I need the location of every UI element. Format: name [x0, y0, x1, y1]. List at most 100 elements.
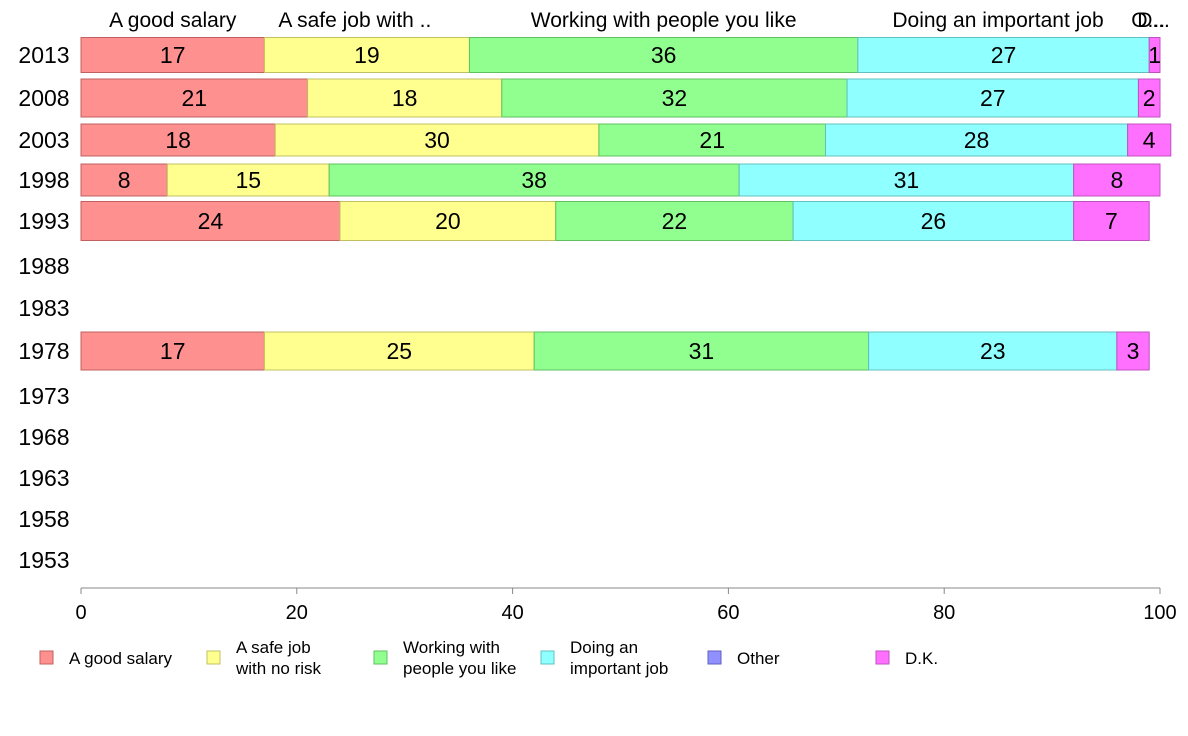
bar-value-label: 31 — [894, 167, 920, 193]
legend-label-line: A safe job — [236, 638, 311, 657]
bar-value-label: 21 — [181, 85, 207, 111]
bar-value-label: 38 — [521, 167, 547, 193]
x-tick-label: 40 — [501, 602, 523, 624]
bar-value-label: 17 — [160, 338, 186, 364]
x-tick-label: 100 — [1143, 602, 1176, 624]
y-tick-label: 1993 — [18, 208, 69, 234]
legend-label: Working with people you like — [403, 638, 516, 678]
bar-value-label: 31 — [689, 338, 715, 364]
legend: A good salary A safe job with no risk Worki… — [39, 638, 938, 678]
legend-swatch — [540, 650, 555, 665]
legend-swatch — [875, 650, 890, 665]
legend-label-line: people you like — [403, 659, 516, 678]
bar-segment — [598, 123, 827, 157]
bar-value-label: 15 — [235, 167, 261, 193]
x-axis: 0 20 40 60 80 100 — [75, 587, 1177, 624]
legend-label-line: Working with — [403, 638, 500, 657]
bar-segment — [328, 163, 740, 197]
bar-segment — [339, 201, 557, 241]
y-axis-labels: 2013 2008 2003 1998 1993 1988 1983 1978 1973 1968… — [18, 42, 69, 573]
legend-swatch — [206, 650, 221, 665]
y-tick-label: 1958 — [18, 506, 69, 532]
x-tick-label: 0 — [75, 602, 86, 624]
bar-value-label: 24 — [198, 208, 224, 234]
series-top-label: D... — [1137, 9, 1170, 32]
bar-segment — [263, 331, 535, 371]
bar-segment — [846, 78, 1139, 118]
bar-segment — [274, 123, 600, 157]
y-tick-label: 1963 — [18, 465, 69, 491]
series-top-label: O... — [1131, 9, 1165, 32]
y-tick-label: 1973 — [18, 383, 69, 409]
bar-value-label: 19 — [354, 42, 380, 68]
bar-segment — [555, 201, 794, 241]
bar-value-label: 25 — [387, 338, 413, 364]
y-tick-label: 2013 — [18, 42, 69, 68]
legend-label: D.K. — [905, 649, 938, 668]
bar-segment — [1148, 37, 1161, 73]
bar-value-label: 1 — [1148, 42, 1161, 68]
bar-value-label: 27 — [980, 85, 1006, 111]
bar-segment — [263, 37, 470, 73]
y-tick-label: 1953 — [18, 547, 69, 573]
legend-label: A good salary — [69, 649, 173, 668]
legend-label-line: with no risk — [235, 659, 322, 678]
bar-value-label: 30 — [424, 127, 450, 153]
series-top-label: A good salary — [109, 9, 237, 32]
bar-segment — [1137, 78, 1161, 118]
bar-value-label: 4 — [1143, 127, 1156, 153]
x-tick-label: 60 — [717, 602, 739, 624]
bar-value-label: 36 — [651, 42, 677, 68]
bar-segment — [80, 123, 276, 157]
bars: 17 19 36 27 121 18 32 27 218 30 21 28 48 15 38 31 824 20 2… — [80, 37, 1172, 371]
bar-value-label: 28 — [964, 127, 990, 153]
bar-value-label: 18 — [392, 85, 418, 111]
series-top-label: Working with people you like — [531, 9, 797, 32]
bar-value-label: 18 — [165, 127, 191, 153]
bar-segment — [792, 201, 1075, 241]
series-top-label: A safe job with .. — [278, 9, 431, 32]
bar-segment — [1116, 331, 1150, 371]
bar-value-label: 21 — [699, 127, 725, 153]
legend-label-line: Doing an — [570, 638, 638, 657]
y-tick-label: 1983 — [18, 295, 69, 321]
y-tick-label: 1968 — [18, 424, 69, 450]
bar-value-label: 2 — [1143, 85, 1156, 111]
bar-segment — [307, 78, 503, 118]
legend-swatch — [39, 650, 54, 665]
bar-segment — [501, 78, 848, 118]
legend-label: A safe job with no risk — [235, 638, 322, 678]
x-tick-label: 80 — [933, 602, 955, 624]
bar-value-label: 8 — [1110, 167, 1123, 193]
legend-swatch — [373, 650, 388, 665]
legend-swatch — [707, 650, 722, 665]
bar-value-label: 22 — [662, 208, 688, 234]
y-tick-label: 2008 — [18, 85, 69, 111]
bar-segment — [1073, 163, 1161, 197]
bar-value-label: 26 — [921, 208, 947, 234]
bar-segment — [166, 163, 330, 197]
bar-value-label: 3 — [1127, 338, 1140, 364]
bar-segment — [1127, 123, 1172, 157]
x-tick-label: 20 — [286, 602, 308, 624]
y-tick-label: 1988 — [18, 253, 69, 279]
bar-segment — [80, 163, 168, 197]
bar-segment — [738, 163, 1075, 197]
series-top-labels: A good salary A safe job with .. Working w… — [109, 9, 1170, 32]
series-top-label: Doing an important job — [892, 9, 1103, 32]
bar-value-label: 8 — [118, 167, 131, 193]
bar-segment — [80, 78, 309, 118]
bar-value-label: 32 — [662, 85, 688, 111]
y-tick-label: 1998 — [18, 167, 69, 193]
legend-label: Doing an important job — [570, 638, 668, 678]
legend-label-line: important job — [570, 659, 668, 678]
bar-value-label: 20 — [435, 208, 461, 234]
legend-label: Other — [737, 649, 780, 668]
bar-segment — [825, 123, 1129, 157]
bar-value-label: 17 — [160, 42, 186, 68]
bar-segment — [80, 201, 341, 241]
y-tick-label: 2003 — [18, 127, 69, 153]
bar-value-label: 7 — [1105, 208, 1118, 234]
y-tick-label: 1978 — [18, 338, 69, 364]
